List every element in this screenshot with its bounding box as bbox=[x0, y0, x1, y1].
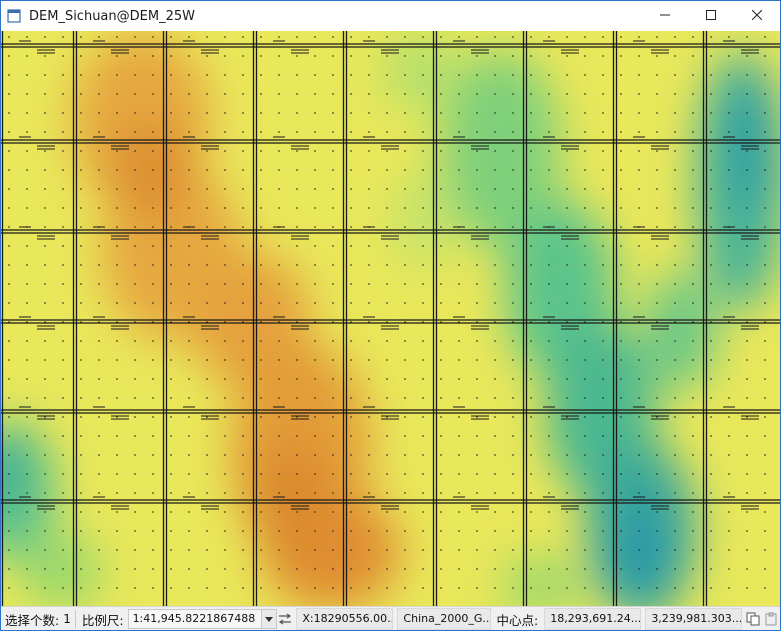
map-canvas[interactable] bbox=[1, 31, 780, 606]
minimize-icon bbox=[660, 7, 670, 25]
scale-combobox[interactable]: 1:41,945.8221867488 bbox=[127, 609, 277, 629]
scale-dropdown-button[interactable] bbox=[261, 609, 277, 629]
title-bar[interactable]: DEM_Sichuan@DEM_25W bbox=[1, 1, 780, 31]
maximize-button[interactable] bbox=[688, 1, 734, 31]
selection-count-label: 选择个数: bbox=[5, 612, 60, 628]
window-title: DEM_Sichuan@DEM_25W bbox=[29, 8, 195, 24]
close-button[interactable] bbox=[734, 1, 780, 31]
scale-label: 比例尺: bbox=[81, 612, 124, 628]
scale-input[interactable]: 1:41,945.8221867488 bbox=[127, 609, 262, 629]
center-point-label: 中心点: bbox=[496, 612, 539, 628]
paste-icon[interactable] bbox=[762, 609, 780, 629]
dem-raster-map[interactable] bbox=[1, 31, 780, 606]
status-bar: 选择个数: 1 比例尺: 1:41,945.8221867488 X:18290… bbox=[1, 606, 780, 630]
selection-count-value: 1 bbox=[63, 612, 71, 626]
chevron-down-icon bbox=[264, 612, 273, 626]
map-window-icon bbox=[7, 9, 21, 23]
map-grid bbox=[1, 31, 780, 606]
status-separator bbox=[74, 610, 76, 628]
x-coordinate-readout: X:18290556.00... bbox=[296, 608, 394, 630]
swap-arrows-icon[interactable] bbox=[277, 609, 295, 629]
coordinate-system-readout[interactable]: China_2000_G... bbox=[397, 608, 491, 630]
maximize-icon bbox=[706, 7, 716, 25]
center-y-input[interactable]: 3,239,981.303... bbox=[645, 608, 743, 630]
minimize-button[interactable] bbox=[642, 1, 688, 31]
close-icon bbox=[751, 7, 763, 25]
copy-icon[interactable] bbox=[744, 609, 762, 629]
center-x-input[interactable]: 18,293,691.24... bbox=[544, 608, 642, 630]
